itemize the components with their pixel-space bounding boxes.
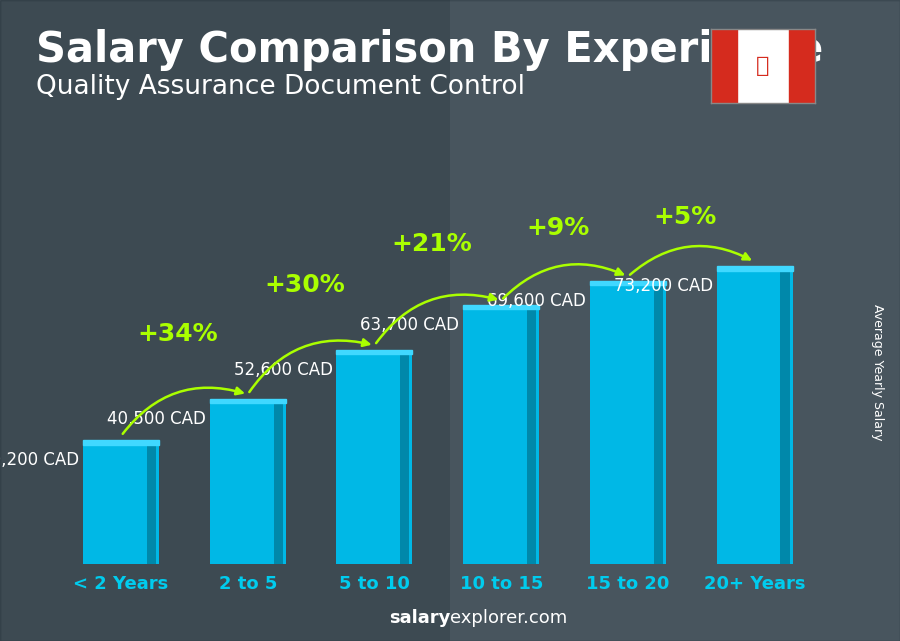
Text: salary: salary <box>389 609 450 627</box>
Bar <box>210 400 286 564</box>
Text: +21%: +21% <box>392 232 472 256</box>
Text: +34%: +34% <box>138 322 219 346</box>
Bar <box>788 29 814 103</box>
Bar <box>464 304 539 309</box>
Bar <box>274 400 283 564</box>
Bar <box>711 29 737 103</box>
Bar <box>780 268 789 564</box>
Text: +5%: +5% <box>653 205 716 229</box>
Bar <box>590 281 666 285</box>
Text: explorer.com: explorer.com <box>450 609 567 627</box>
Bar <box>83 440 159 445</box>
Text: +30%: +30% <box>265 273 346 297</box>
Text: 40,500 CAD: 40,500 CAD <box>107 410 206 428</box>
Bar <box>210 399 286 403</box>
Bar <box>527 306 536 564</box>
Text: Quality Assurance Document Control: Quality Assurance Document Control <box>36 74 525 100</box>
Bar <box>83 442 159 564</box>
Text: 69,600 CAD: 69,600 CAD <box>487 292 586 310</box>
Text: 73,200 CAD: 73,200 CAD <box>614 278 713 296</box>
Text: Salary Comparison By Experience: Salary Comparison By Experience <box>36 29 824 71</box>
Text: Average Yearly Salary: Average Yearly Salary <box>871 304 884 440</box>
Bar <box>337 351 412 564</box>
Bar <box>590 282 666 564</box>
Text: 🍁: 🍁 <box>756 56 770 76</box>
Bar <box>147 442 156 564</box>
Bar <box>716 268 793 564</box>
Bar <box>653 282 663 564</box>
Bar <box>400 351 410 564</box>
Bar <box>337 349 412 354</box>
Text: 52,600 CAD: 52,600 CAD <box>234 361 333 379</box>
Text: 63,700 CAD: 63,700 CAD <box>360 316 459 334</box>
Bar <box>464 306 539 564</box>
Bar <box>716 266 793 271</box>
Text: 30,200 CAD: 30,200 CAD <box>0 451 79 469</box>
Text: +9%: +9% <box>526 216 590 240</box>
